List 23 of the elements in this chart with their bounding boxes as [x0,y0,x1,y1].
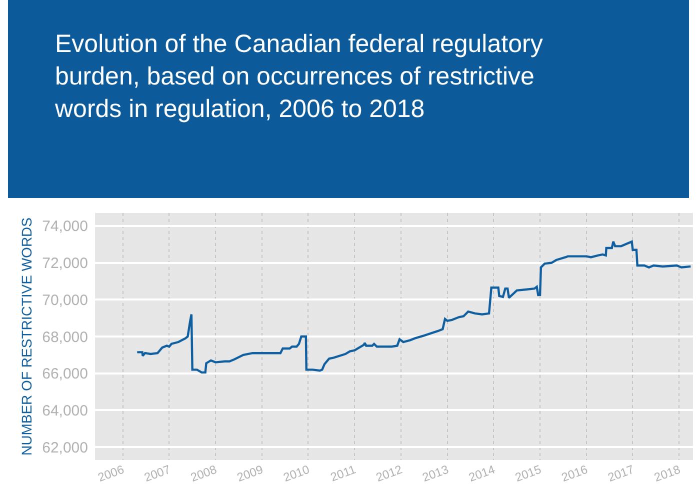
x-tick-label: 2009 [235,462,266,485]
x-tick-label: 2011 [328,462,358,484]
y-tick-label: 70,000 [42,292,88,309]
x-tick-label: 2016 [560,462,590,485]
y-tick-label: 68,000 [42,328,88,346]
x-tick-label: 2007 [142,462,173,485]
x-tick-label: 2008 [188,462,219,485]
line-series [136,240,692,374]
x-tick-label: 2018 [652,462,682,485]
chart-title: Evolution of the Canadian federal regulatory burden, based on occurrences of restrictive words in regulation, 2006 to 2018 [54,30,544,123]
x-tick-label: 2015 [513,462,544,485]
y-axis-title: NUMBER OF RESTRICTIVE WORDS [18,217,35,456]
y-tick-label: 62,000 [42,439,88,456]
x-tick-label: 2013 [420,462,451,485]
x-tick-label: 2010 [281,462,312,485]
y-tick-label: 64,000 [42,402,88,420]
x-tick-label: 2006 [96,462,126,485]
y-tick-label: 66,000 [42,366,88,383]
y-tick-label: 74,000 [42,218,88,236]
x-tick-label: 2012 [374,462,404,485]
x-tick-label: 2017 [606,462,636,485]
y-tick-label: 72,000 [42,255,88,272]
x-tick-label: 2014 [466,462,498,485]
